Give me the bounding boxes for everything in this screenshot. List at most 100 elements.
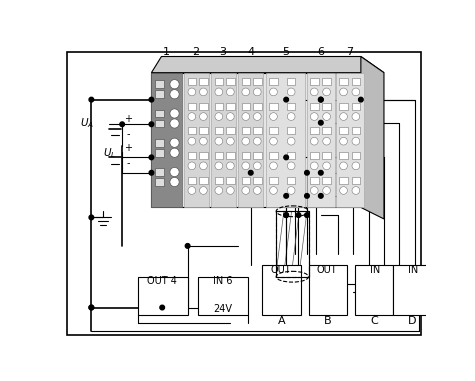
- Bar: [188, 78, 196, 85]
- Bar: [154, 139, 164, 147]
- Bar: [152, 73, 361, 207]
- Bar: [339, 127, 348, 134]
- Text: A: A: [278, 316, 285, 327]
- Bar: [154, 90, 164, 98]
- Text: 24V: 24V: [213, 304, 232, 314]
- Circle shape: [170, 148, 179, 157]
- Circle shape: [254, 113, 261, 120]
- Bar: [310, 78, 319, 85]
- Bar: [138, 277, 188, 315]
- Bar: [355, 265, 393, 315]
- Circle shape: [215, 113, 223, 120]
- Bar: [276, 211, 308, 277]
- Bar: [352, 177, 360, 184]
- Bar: [266, 73, 304, 207]
- Circle shape: [311, 162, 318, 170]
- Circle shape: [323, 113, 331, 120]
- Text: 5: 5: [282, 47, 289, 57]
- Circle shape: [359, 97, 363, 102]
- Bar: [287, 177, 295, 184]
- Bar: [199, 127, 208, 134]
- Bar: [323, 177, 331, 184]
- Circle shape: [287, 162, 295, 170]
- Bar: [323, 78, 331, 85]
- Text: 4: 4: [247, 47, 254, 57]
- Bar: [241, 152, 250, 159]
- Bar: [253, 152, 262, 159]
- Circle shape: [287, 113, 295, 120]
- Circle shape: [284, 213, 288, 218]
- Bar: [287, 78, 295, 85]
- Circle shape: [319, 120, 323, 125]
- Circle shape: [149, 97, 154, 102]
- Bar: [215, 103, 223, 110]
- Circle shape: [287, 137, 295, 145]
- Circle shape: [170, 178, 179, 187]
- Circle shape: [227, 113, 234, 120]
- Bar: [323, 152, 331, 159]
- Bar: [154, 178, 164, 186]
- Bar: [198, 277, 247, 315]
- Bar: [253, 127, 262, 134]
- Circle shape: [319, 194, 323, 198]
- Bar: [154, 149, 164, 157]
- Bar: [152, 73, 182, 207]
- Circle shape: [170, 119, 179, 128]
- Circle shape: [170, 90, 179, 99]
- Bar: [188, 177, 196, 184]
- Circle shape: [215, 137, 223, 145]
- Circle shape: [304, 170, 309, 175]
- Circle shape: [188, 137, 196, 145]
- Circle shape: [340, 113, 347, 120]
- Text: IN: IN: [408, 265, 418, 275]
- Circle shape: [227, 162, 234, 170]
- Circle shape: [149, 170, 154, 175]
- Text: IN 6: IN 6: [212, 276, 232, 287]
- Circle shape: [254, 187, 261, 194]
- Circle shape: [270, 88, 277, 96]
- Circle shape: [323, 187, 331, 194]
- Bar: [211, 73, 236, 207]
- Bar: [241, 127, 250, 134]
- Circle shape: [170, 80, 179, 89]
- Text: 7: 7: [347, 47, 354, 57]
- Bar: [199, 177, 208, 184]
- Text: 6: 6: [317, 47, 324, 57]
- Bar: [226, 103, 235, 110]
- Text: D: D: [408, 316, 417, 327]
- Text: -: -: [126, 158, 130, 168]
- Bar: [323, 127, 331, 134]
- Text: OUT: OUT: [270, 265, 291, 275]
- Circle shape: [242, 113, 249, 120]
- Bar: [253, 78, 262, 85]
- Circle shape: [270, 113, 277, 120]
- Circle shape: [170, 167, 179, 177]
- Circle shape: [287, 88, 295, 96]
- Circle shape: [352, 113, 360, 120]
- Bar: [241, 78, 250, 85]
- Circle shape: [188, 113, 196, 120]
- Circle shape: [89, 305, 94, 310]
- Bar: [238, 73, 263, 207]
- Circle shape: [284, 213, 288, 218]
- Bar: [188, 103, 196, 110]
- Bar: [215, 78, 223, 85]
- Text: $U_L$: $U_L$: [103, 147, 116, 160]
- Circle shape: [319, 97, 323, 102]
- Circle shape: [340, 137, 347, 145]
- Bar: [188, 127, 196, 134]
- Bar: [287, 127, 295, 134]
- Bar: [336, 73, 364, 207]
- Circle shape: [188, 162, 196, 170]
- Circle shape: [340, 88, 347, 96]
- Text: 1: 1: [163, 47, 171, 57]
- Bar: [393, 265, 432, 315]
- Text: 2: 2: [192, 47, 199, 57]
- Circle shape: [311, 187, 318, 194]
- Circle shape: [304, 213, 309, 218]
- Bar: [339, 152, 348, 159]
- Bar: [308, 265, 347, 315]
- Circle shape: [120, 122, 124, 126]
- Circle shape: [149, 155, 154, 160]
- Circle shape: [215, 162, 223, 170]
